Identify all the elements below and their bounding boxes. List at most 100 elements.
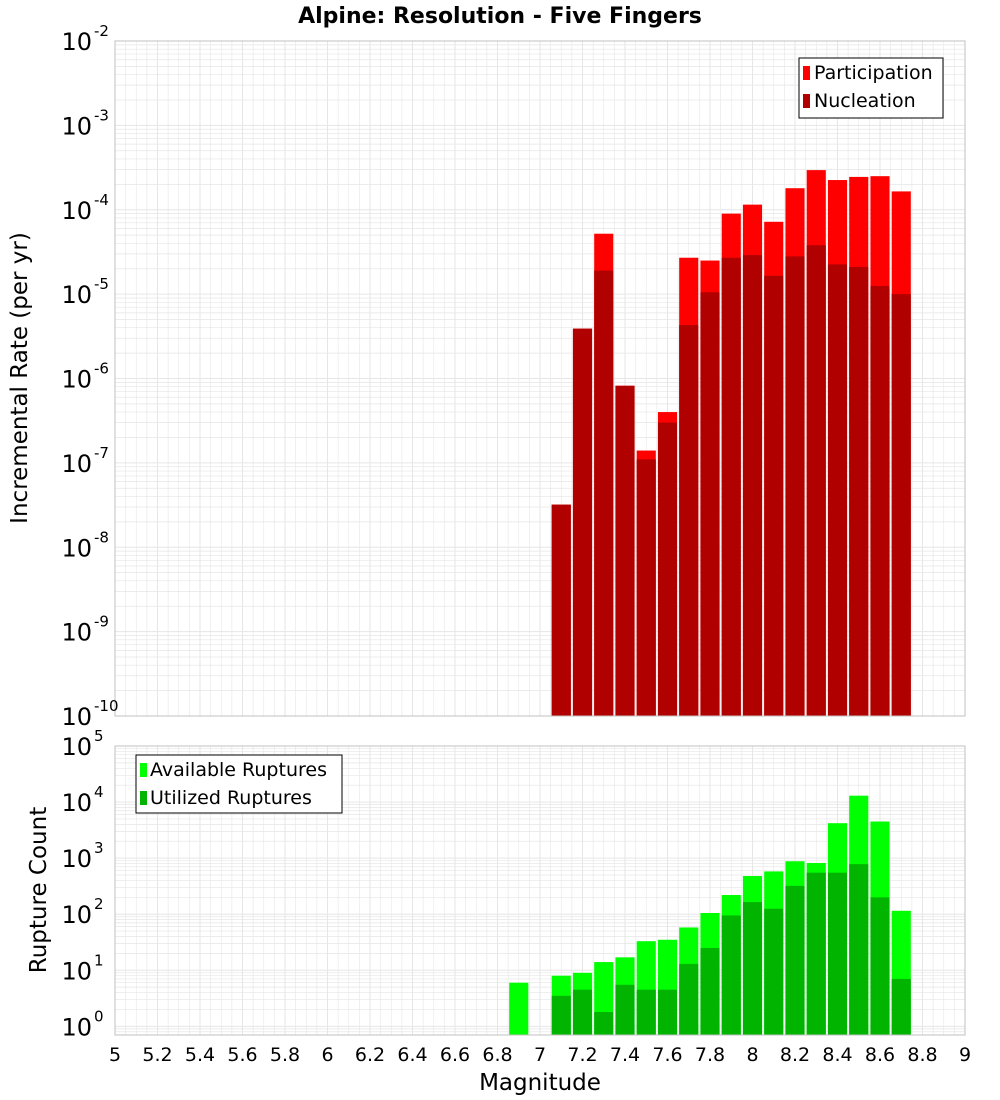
legend-swatch-utilized (140, 791, 147, 805)
bar-utilized-7.5 (636, 989, 656, 1035)
bar-nucleation-7.8 (700, 292, 720, 716)
x-tick-label: 6.8 (482, 1044, 512, 1066)
y-tick-label: 10 (61, 703, 92, 731)
x-tick-label: 7.8 (695, 1044, 725, 1066)
bottom-plot-frame (114, 745, 966, 1036)
bar-utilized-8.7 (891, 978, 911, 1035)
y-tick-exponent: -3 (94, 106, 109, 124)
x-tick-label: 5.4 (185, 1044, 215, 1066)
x-axis-label: Magnitude (479, 1070, 601, 1096)
x-tick-label: 8.8 (907, 1044, 937, 1066)
y-tick-label: 10 (61, 957, 92, 985)
bar-available-6.9 (509, 982, 529, 1035)
x-tick-label: 6.6 (440, 1044, 470, 1066)
bar-nucleation-8 (742, 255, 763, 716)
legend-swatch-available (140, 763, 147, 777)
bar-nucleation-8.6 (870, 285, 890, 716)
bar-nucleation-8.5 (849, 266, 869, 716)
y-tick-label: 10 (61, 789, 92, 817)
bar-utilized-8.2 (785, 885, 805, 1035)
top-legend-box (798, 57, 944, 119)
y-tick-label: 10 (61, 281, 92, 309)
y-tick-label: 10 (61, 619, 92, 647)
legend-swatch-nucleation (803, 94, 810, 108)
bar-utilized-8.4 (827, 872, 848, 1035)
bar-utilized-8.5 (849, 864, 869, 1035)
legend-swatch-participation (803, 66, 810, 80)
y-tick-exponent: 5 (94, 727, 104, 745)
y-tick-label: 10 (61, 112, 92, 140)
x-tick-label: 8.4 (822, 1044, 852, 1066)
bottom-bars (509, 795, 911, 1035)
bottom-legend-box (135, 754, 343, 814)
bar-utilized-8.6 (870, 897, 890, 1035)
bar-utilized-8.1 (764, 908, 784, 1035)
y-tick-label: 10 (61, 845, 92, 873)
bar-utilized-7.4 (615, 984, 635, 1035)
bar-utilized-7.9 (721, 915, 741, 1035)
bar-nucleation-7.5 (636, 459, 656, 716)
bar-utilized-7.1 (551, 995, 571, 1035)
bar-nucleation-8.1 (764, 275, 784, 716)
bar-utilized-8.3 (806, 872, 826, 1035)
x-tick-label: 6 (321, 1044, 333, 1066)
x-tick-label: 9 (959, 1044, 971, 1066)
top-y-axis-label: Incremental Rate (per yr) (7, 232, 33, 524)
y-tick-exponent: -2 (94, 22, 109, 40)
x-tick-label: 5 (109, 1044, 121, 1066)
y-tick-label: 10 (61, 733, 92, 761)
y-tick-exponent: -9 (94, 613, 109, 631)
y-tick-label: 10 (61, 1013, 92, 1041)
y-tick-exponent: -4 (94, 191, 109, 209)
bar-nucleation-8.3 (806, 245, 826, 717)
chart-title: Alpine: Resolution - Five Fingers (298, 4, 702, 29)
x-tick-label: 6.2 (355, 1044, 385, 1066)
legend-label-utilized: Utilized Ruptures (150, 787, 312, 809)
bar-utilized-7.8 (700, 947, 720, 1035)
bar-nucleation-8.2 (785, 256, 805, 716)
bar-nucleation-7.7 (679, 325, 699, 716)
x-tick-label: 7 (534, 1044, 546, 1066)
y-tick-label: 10 (61, 534, 92, 562)
top-plot-frame (114, 40, 966, 717)
y-tick-label: 10 (61, 901, 92, 929)
y-tick-exponent: -7 (94, 444, 109, 462)
x-tick-labels: 5 5.2 5.4 5.6 5.8 6 6.2 6.4 6.6 6.8 7 7.2 7.4 7.6 7.8 8… (109, 1044, 971, 1066)
bar-nucleation-7.4 (615, 385, 635, 716)
x-tick-label: 7.4 (610, 1044, 640, 1066)
bar-nucleation-7.1 (551, 504, 571, 716)
y-tick-label: 10 (61, 450, 92, 478)
y-tick-exponent: 1 (94, 951, 104, 969)
top-legend: Participation Nucleation (798, 57, 944, 119)
y-tick-exponent: -6 (94, 360, 109, 378)
x-tick-label: 8.6 (865, 1044, 895, 1066)
bar-utilized-8 (742, 901, 763, 1035)
bar-utilized-7.6 (657, 989, 678, 1035)
x-tick-label: 6.4 (397, 1044, 427, 1066)
bar-nucleation-7.6 (657, 422, 678, 716)
legend-label-nucleation: Nucleation (814, 90, 916, 112)
x-tick-label: 7.2 (567, 1044, 597, 1066)
y-tick-label: 10 (61, 366, 92, 394)
bar-nucleation-8.7 (891, 294, 911, 716)
legend-label-available: Available Ruptures (150, 759, 327, 781)
y-tick-exponent: 4 (94, 783, 104, 801)
bottom-legend: Available Ruptures Utilized Ruptures (135, 754, 343, 814)
top-bars (551, 170, 911, 717)
y-tick-label: 10 (61, 197, 92, 225)
y-tick-exponent: 3 (94, 839, 104, 857)
bar-nucleation-7.9 (721, 257, 741, 716)
x-tick-label: 5.8 (270, 1044, 300, 1066)
bar-utilized-7.7 (679, 963, 699, 1035)
x-tick-label: 5.6 (227, 1044, 257, 1066)
bottom-y-axis-label: Rupture Count (26, 807, 52, 973)
bar-utilized-7.3 (594, 1012, 614, 1035)
x-tick-label: 7.6 (652, 1044, 682, 1066)
legend-label-participation: Participation (814, 62, 933, 84)
bar-nucleation-8.4 (827, 264, 848, 716)
x-tick-label: 5.2 (142, 1044, 172, 1066)
y-tick-exponent: -8 (94, 528, 109, 546)
